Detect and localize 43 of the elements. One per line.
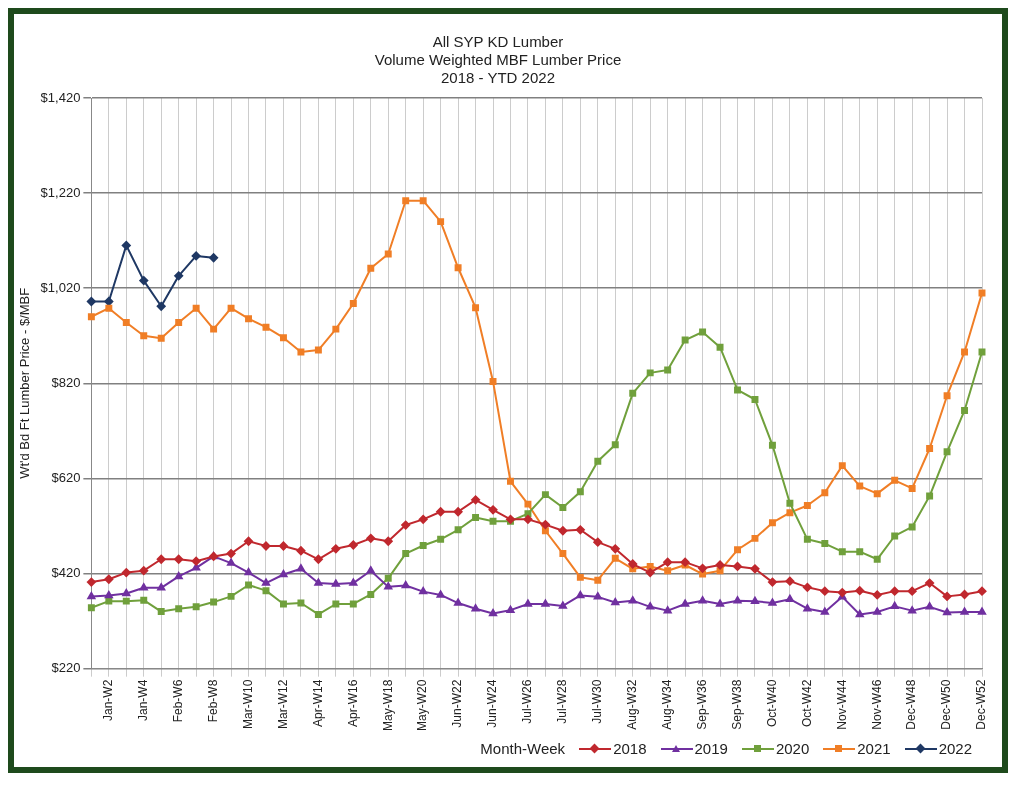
legend-title: Month-Week [480,740,566,757]
text: All SYP KD Lumber [432,33,564,51]
y-tick-label: $420 [51,565,81,581]
x-tick-label: Jul-W26 [520,679,535,724]
x-tick-label: Nov-W44 [834,679,849,730]
legend-label: 2022 [937,740,972,757]
x-tick-label: Mar-W12 [275,679,290,729]
x-tick-label: Sep-W36 [694,679,709,730]
x-tick-label: Apr-W16 [345,679,360,727]
x-tick-label: Sep-W38 [729,679,744,730]
x-tick-label: Jun-W22 [450,679,465,728]
x-tick-label: Aug-W34 [659,679,674,730]
y-tick-label: $1,420 [40,89,81,105]
x-tick-label: Jun-W24 [485,679,500,728]
legend-label: 2019 [693,740,728,757]
x-tick-label: May-W20 [415,679,430,731]
x-tick-label: Mar-W10 [240,679,255,729]
x-tick-label: Nov-W46 [869,679,884,730]
text: Volume Weighted MBF Lumber Price [374,51,622,69]
y-axis-title: Wt'd Bd Ft Lumber Price - $/MBF [17,287,33,479]
x-tick-label: Jan-W2 [101,679,116,721]
x-tick-label: Aug-W32 [625,679,640,730]
x-tick-label: Dec-W48 [904,679,919,730]
y-tick-label: $1,020 [40,279,81,295]
x-tick-label: Dec-W52 [974,679,989,730]
y-tick-label: $820 [51,374,81,390]
x-tick-label: Jan-W4 [136,679,151,721]
x-tick-label: Jul-W28 [555,679,570,724]
y-tick-label: $1,220 [40,184,81,200]
legend-label: 2020 [774,740,810,757]
y-tick-label: $220 [51,660,81,676]
x-tick-label: Oct-W40 [764,679,779,727]
x-tick-label: Oct-W42 [799,679,814,727]
x-tick-label: Feb-W6 [170,679,185,723]
x-tick-label: May-W18 [380,679,395,731]
text: 2018 - YTD 2022 [441,69,555,87]
x-tick-label: Apr-W14 [310,679,325,727]
legend-label: 2018 [612,740,647,757]
x-tick-label: Dec-W50 [939,679,954,730]
y-tick-label: $620 [51,470,81,486]
x-tick-label: Jul-W30 [590,679,605,724]
legend-label: 2021 [856,740,891,757]
x-tick-label: Feb-W8 [205,679,220,723]
